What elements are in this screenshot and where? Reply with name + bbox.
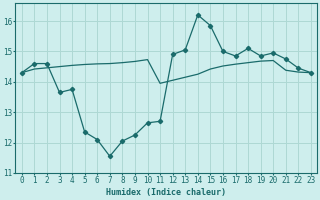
- X-axis label: Humidex (Indice chaleur): Humidex (Indice chaleur): [106, 188, 226, 197]
